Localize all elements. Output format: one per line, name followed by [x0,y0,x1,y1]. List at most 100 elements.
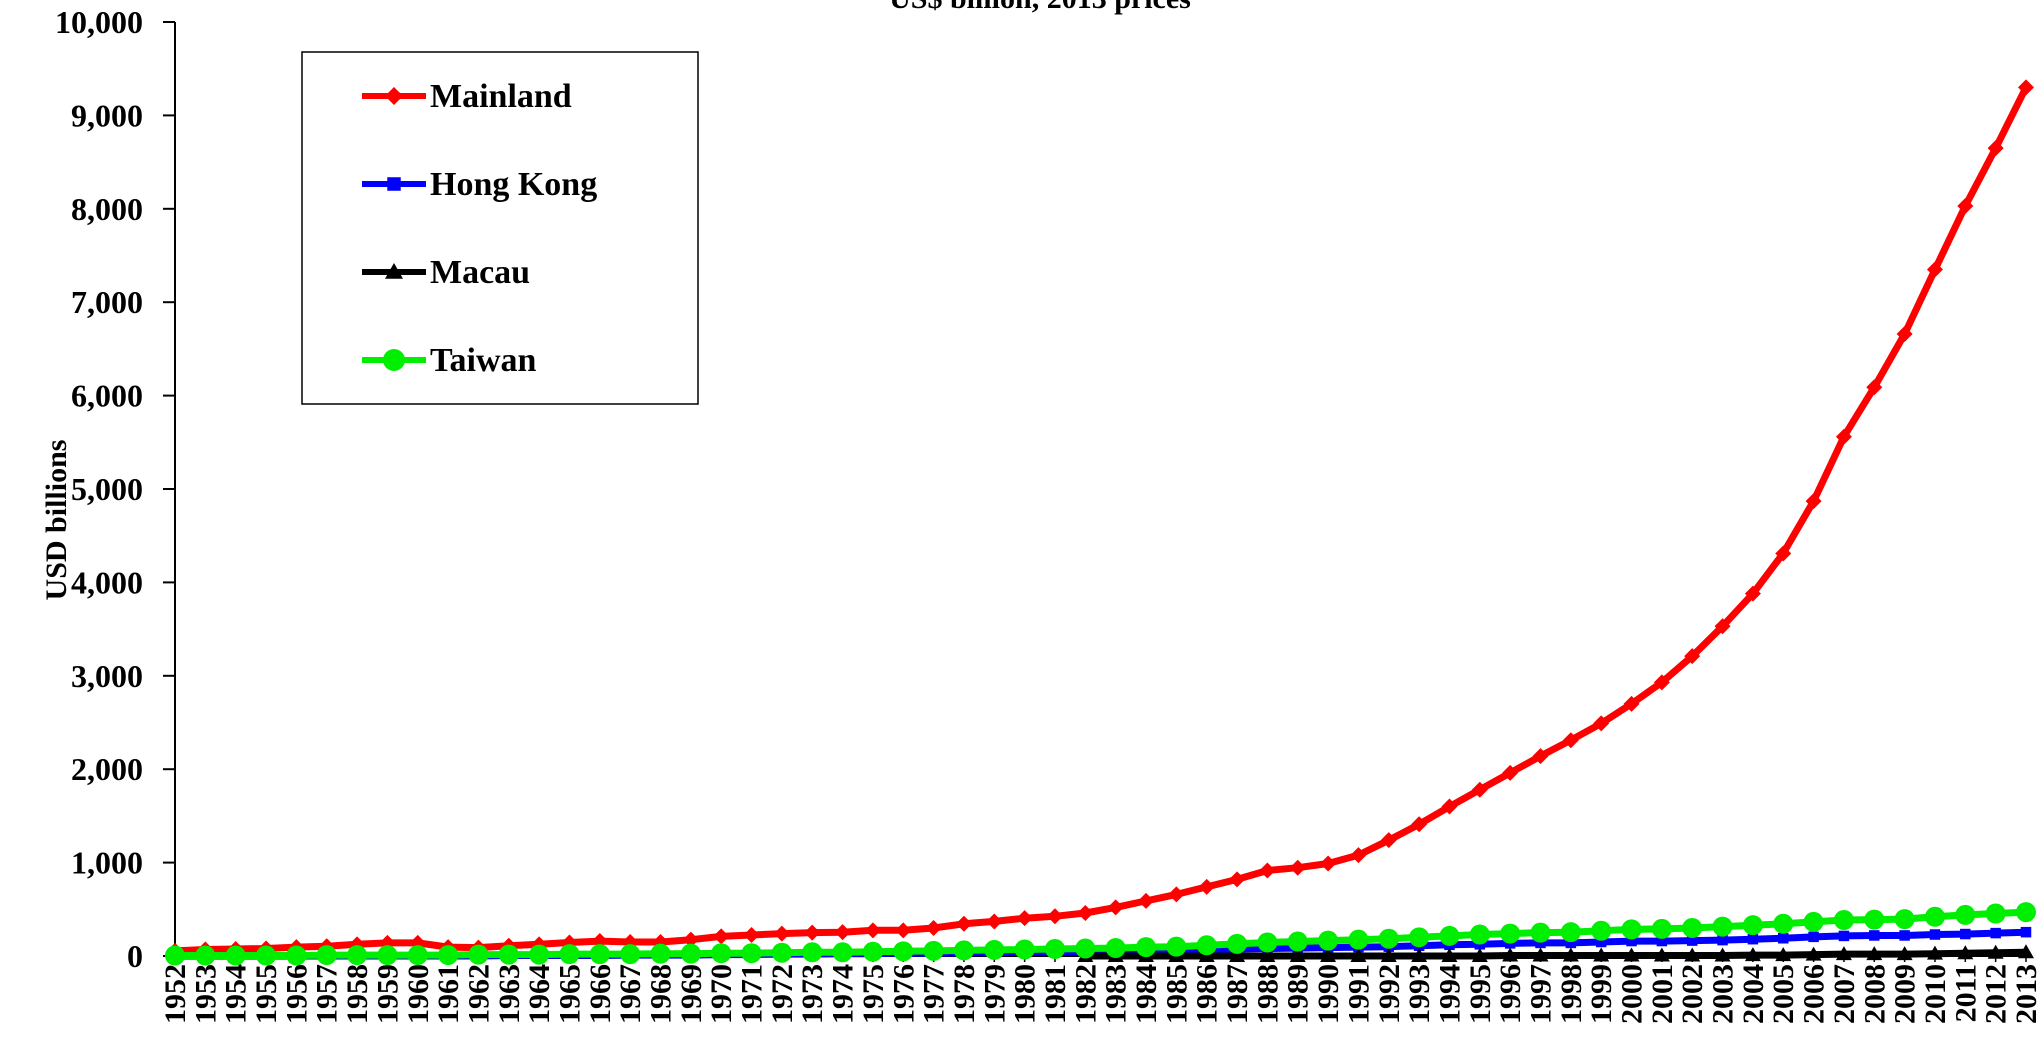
data-point [1287,931,1308,952]
data-point [771,942,792,963]
y-tick-label: 2,000 [71,751,143,787]
x-tick-label: 2008 [1858,964,1891,1024]
x-tick-label: 2013 [2010,964,2042,1024]
data-point [1320,855,1337,872]
data-point [650,943,671,964]
data-point [1441,948,1458,962]
data-point [1621,919,1642,940]
data-point [1198,878,1215,895]
data-point [1712,916,1733,937]
x-tick-label: 1965 [553,964,586,1024]
data-point [1535,937,1546,949]
x-tick-label: 1973 [796,964,829,1024]
x-tick-label: 1997 [1524,964,1557,1024]
legend-swatch-marker [387,177,401,191]
y-tick-label: 9,000 [71,97,143,133]
x-tick-label: 1992 [1373,964,1406,1024]
data-point [834,924,851,941]
data-point [984,939,1005,960]
x-tick-label: 1968 [645,964,678,1024]
x-tick-label: 1958 [341,964,374,1024]
legend-swatch-marker [385,87,403,105]
data-point [713,928,730,945]
x-tick-label: 1984 [1130,964,1163,1024]
data-point [1803,911,1824,932]
data-point [1775,947,1792,962]
y-tick-label: 10,000 [55,4,143,40]
data-point [1593,715,1610,732]
data-point [1500,923,1521,944]
data-point [1684,947,1701,962]
data-point [1166,936,1187,957]
data-point [895,922,912,939]
data-point [1350,948,1367,962]
data-point [1471,948,1488,962]
data-point [1593,947,1610,962]
legend-item: Mainland [362,78,572,115]
x-tick-label: 1959 [371,964,404,1024]
data-point [1075,938,1096,959]
data-point [195,945,216,966]
x-tick-label: 1999 [1585,964,1618,1024]
data-point [498,944,519,965]
data-point [1777,933,1789,944]
legend-label: Hong Kong [430,166,597,203]
data-point [1227,933,1248,954]
x-tick-label: 1961 [432,964,465,1024]
x-tick-label: 2002 [1676,964,1709,1024]
x-tick-label: 1967 [614,964,647,1024]
data-point [1318,930,1339,951]
legend-label: Mainland [430,78,572,115]
x-tick-label: 1962 [462,964,495,1024]
x-tick-label: 1981 [1039,964,1072,1024]
data-point [1471,781,1488,798]
data-point [1532,748,1549,765]
data-point [1838,930,1850,942]
legend-box [301,51,699,405]
x-tick-label: 1978 [948,964,981,1024]
data-point [1869,930,1880,941]
data-point [2018,79,2034,96]
data-point [1742,915,1763,936]
data-point [1562,732,1579,749]
data-point [286,945,307,966]
x-tick-label: 2003 [1707,964,1740,1024]
data-point [1808,931,1819,943]
x-tick-label: 1995 [1464,964,1497,1024]
data-point [1686,935,1698,946]
data-point [165,945,185,966]
data-point [1653,947,1670,962]
series-taiwan [165,902,2036,966]
x-tick-label: 1955 [250,964,283,1024]
data-point [1348,929,1369,950]
legend-label: Macau [430,254,530,291]
data-point [1682,917,1703,938]
data-point [1926,945,1943,960]
data-point [1623,695,1640,712]
data-point [1896,325,1913,342]
data-point [1502,947,1519,962]
data-point [1651,918,1672,939]
x-tick-label: 1989 [1282,964,1315,1024]
x-tick-label: 1987 [1221,964,1254,1024]
data-point [1833,910,1854,931]
data-point [864,922,881,939]
chart-title: US$ billion, 2013 prices [889,0,1191,15]
x-tick-label: 1976 [887,964,920,1024]
data-point [1929,929,1941,940]
series-macau [1077,944,2034,962]
x-tick-label: 1969 [675,964,708,1024]
data-point [1866,379,1883,396]
x-tick-label: 1979 [978,964,1011,1024]
y-tick-label: 1,000 [71,845,143,881]
x-tick-label: 1960 [402,964,435,1024]
data-point [925,919,942,936]
legend-label: Taiwan [430,342,537,379]
x-tick-label: 2010 [1919,964,1952,1024]
data-point [832,942,853,963]
y-tick-label: 5,000 [71,471,143,507]
data-point [559,944,580,965]
data-point [1014,939,1035,960]
x-tick-label: 2009 [1889,964,1922,1024]
